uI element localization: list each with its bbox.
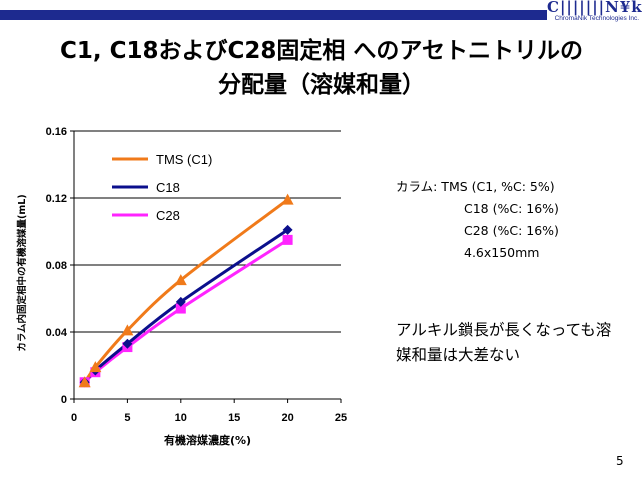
data-point [121, 324, 134, 336]
slide-title: C1, C18およびC28固定相 へのアセトニトリルの 分配量（溶媒和量） [0, 34, 643, 102]
data-point [78, 376, 91, 388]
x-tick-label: 15 [228, 412, 240, 424]
data-point [174, 274, 187, 286]
data-point [282, 224, 293, 235]
logo-text: C|||||||N¥k [547, 0, 643, 16]
x-tick-label: 20 [281, 412, 293, 424]
header-bar: C|||||||N¥k ChromaNik Technologies Inc. [0, 0, 643, 24]
y-tick-label: 0.12 [46, 193, 67, 205]
chromanik-logo: C|||||||N¥k ChromaNik Technologies Inc. [547, 0, 643, 24]
legend-label: TMS (C1) [156, 152, 212, 167]
data-point [89, 361, 102, 373]
column-info: カラム: TMS (C1, %C: 5%) C18 (%C: 16%) C28 … [396, 176, 559, 264]
note-line-2: 媒和量は大差ない [396, 346, 521, 364]
x-axis-title: 有機溶媒濃度(%) [164, 433, 251, 447]
x-tick-label: 25 [335, 412, 347, 424]
y-tick-label: 0.08 [46, 260, 67, 272]
series-line [83, 238, 289, 384]
title-line-1: C1, C18およびC28固定相 へのアセトニトリルの [60, 38, 583, 64]
column-info-line-4: 4.6x150mm [464, 245, 540, 260]
title-line-2: 分配量（溶媒和量） [218, 72, 425, 98]
note-line-1: アルキル鎖長が長くなっても溶 [396, 321, 612, 339]
x-tick-label: 10 [175, 412, 187, 424]
column-info-line-3: C28 (%C: 16%) [464, 223, 559, 238]
data-point [175, 296, 186, 307]
y-tick-label: 0 [61, 394, 67, 406]
x-tick-label: 5 [124, 412, 130, 424]
data-point [282, 234, 293, 245]
y-tick-label: 0.04 [46, 327, 68, 339]
x-tick-label: 0 [71, 412, 77, 424]
column-info-line-2: C18 (%C: 16%) [464, 201, 559, 216]
header-stripe [0, 10, 560, 20]
page-number: 5 [616, 454, 624, 468]
y-axis-title: カラム内固定相中の有機溶媒量(mL) [16, 194, 28, 351]
data-point [122, 338, 133, 349]
column-info-line-1: カラム: TMS (C1, %C: 5%) [396, 179, 555, 194]
data-point [175, 303, 186, 314]
legend-label: C28 [156, 208, 180, 223]
data-point [281, 193, 294, 205]
y-tick-label: 0.16 [46, 126, 67, 138]
conclusion-note: アルキル鎖長が長くなっても溶 媒和量は大差ない [396, 318, 632, 368]
logo-subtitle: ChromaNik Technologies Inc. [554, 15, 639, 22]
legend-label: C18 [156, 180, 180, 195]
